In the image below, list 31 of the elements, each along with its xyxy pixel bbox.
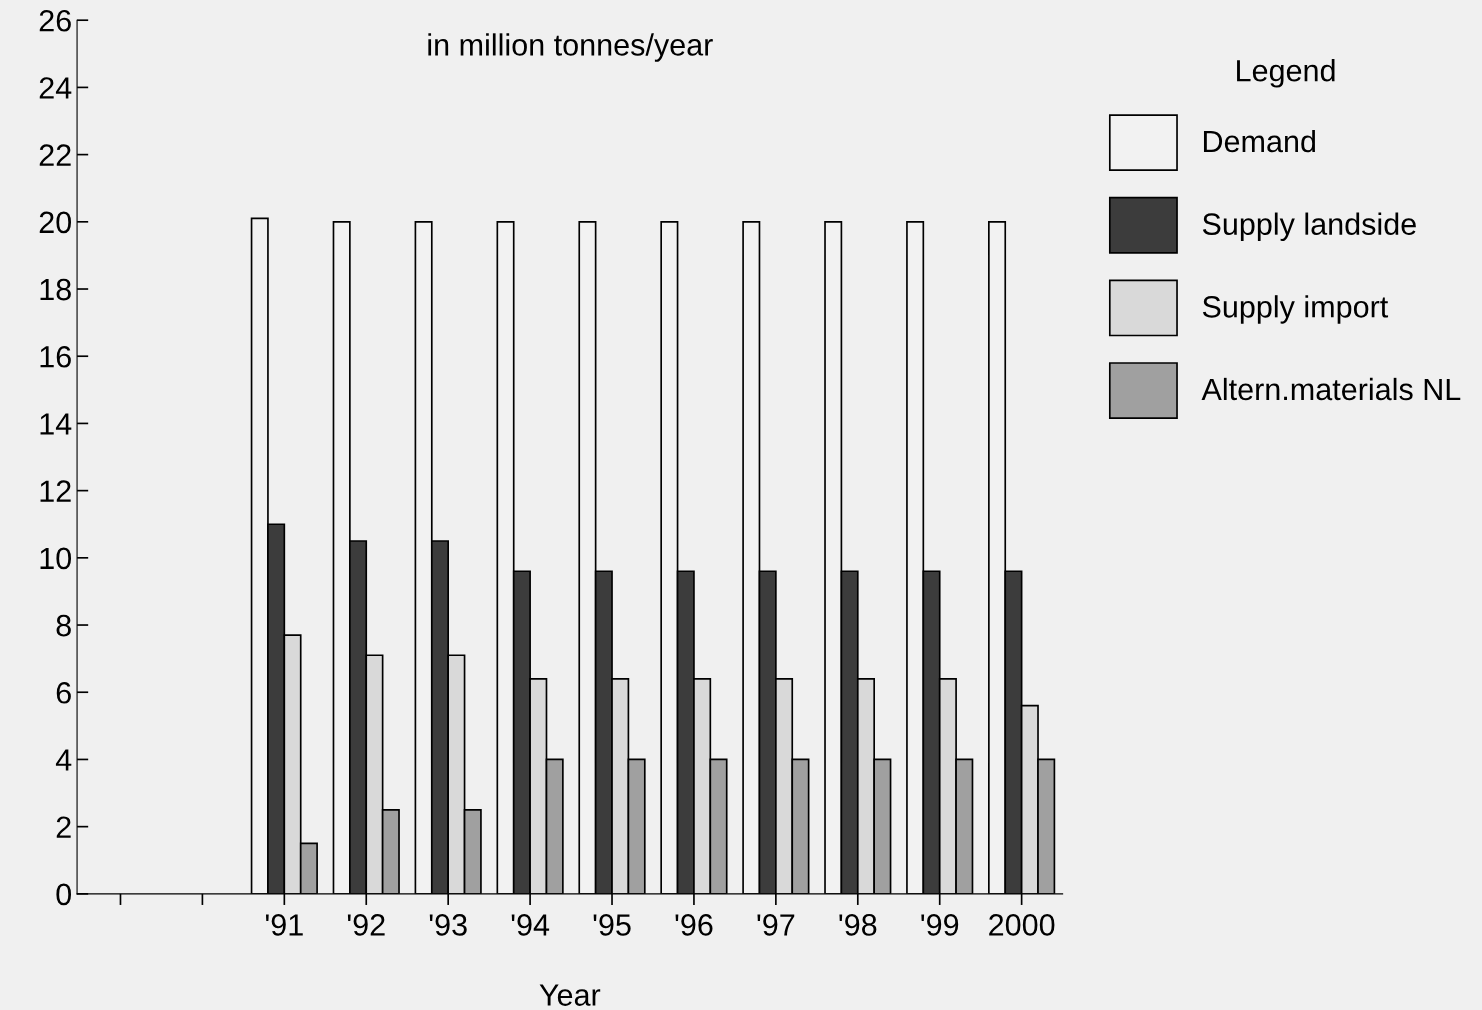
y-tick-label: 10 [40, 547, 72, 570]
legend-label: Altern.materials NL [1201, 377, 1461, 401]
y-tick-label: 18 [40, 278, 71, 301]
chart-title: in million tonnes/year [428, 33, 713, 62]
x-tick-label: '98 [839, 914, 877, 936]
y-tick-label: 22 [39, 144, 71, 166]
x-tick-label: '95 [593, 914, 631, 936]
legend-label: Demand [1203, 129, 1315, 153]
x-tick-label: '91 [265, 914, 303, 936]
x-tick-label: '94 [511, 914, 550, 936]
y-tick-label: 26 [39, 9, 71, 32]
legend-label: Supply import [1202, 295, 1389, 324]
y-tick-label: 14 [40, 413, 72, 435]
y-tick-label: 16 [40, 345, 71, 368]
x-tick-label: '99 [921, 914, 959, 936]
x-tick-label: '93 [429, 914, 467, 936]
y-tick-label: 2 [56, 816, 71, 838]
legend-label: Supply landside [1202, 212, 1416, 242]
y-tick-label: 0 [56, 883, 72, 906]
y-tick-label: 4 [55, 749, 72, 771]
x-axis-title: Year [539, 984, 601, 1006]
x-tick-label: 2000 [989, 914, 1055, 936]
x-tick-label: '92 [347, 914, 385, 936]
y-tick-label: 8 [56, 614, 71, 637]
x-tick-label: '96 [675, 914, 713, 936]
legend-title: Legend [1237, 59, 1335, 88]
y-tick-label: 20 [39, 211, 72, 234]
y-tick-label: 24 [39, 77, 72, 99]
x-tick-label: '97 [757, 914, 795, 936]
y-tick-label: 12 [40, 480, 71, 502]
y-tick-label: 6 [56, 681, 71, 704]
